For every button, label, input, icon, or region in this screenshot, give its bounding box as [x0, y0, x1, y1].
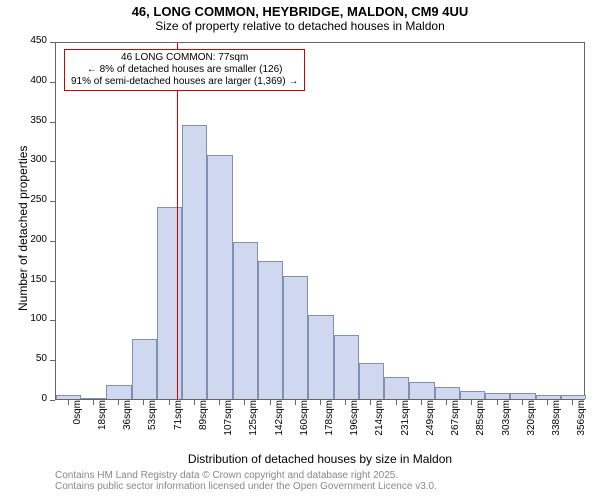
y-axis-label: Number of detached properties [16, 146, 30, 311]
y-tick-label: 100 [0, 313, 47, 324]
y-tick-label: 450 [0, 35, 47, 46]
footer-line-2: Contains public sector information licen… [55, 481, 600, 492]
annotation-line: 46 LONG COMMON: 77sqm [71, 52, 298, 64]
histogram-bar [510, 393, 535, 399]
histogram-bar [359, 363, 384, 399]
x-tick-label: 142sqm [274, 400, 285, 448]
x-tick-label: 338sqm [551, 400, 562, 448]
annotation-line: ← 8% of detached houses are smaller (126… [71, 64, 298, 76]
x-tick-label: 214sqm [374, 400, 385, 448]
histogram-bar [334, 335, 359, 399]
x-tick-label: 89sqm [198, 400, 209, 448]
footer-attribution: Contains HM Land Registry data © Crown c… [55, 470, 600, 492]
histogram-bar [182, 125, 207, 399]
x-tick-label: 0sqm [72, 400, 83, 448]
x-tick-label: 285sqm [475, 400, 486, 448]
y-tick-label: 200 [0, 234, 47, 245]
x-tick-label: 303sqm [501, 400, 512, 448]
x-tick-label: 71sqm [173, 400, 184, 448]
x-tick-label: 320sqm [526, 400, 537, 448]
x-tick-label: 160sqm [299, 400, 310, 448]
x-tick-label: 18sqm [97, 400, 108, 448]
x-axis-label: Distribution of detached houses by size … [55, 452, 585, 466]
chart-title: 46, LONG COMMON, HEYBRIDGE, MALDON, CM9 … [0, 4, 600, 19]
histogram-bar [536, 395, 561, 399]
x-tick-label: 107sqm [223, 400, 234, 448]
x-tick-label: 178sqm [324, 400, 335, 448]
reference-line [177, 43, 178, 399]
footer-line-1: Contains HM Land Registry data © Crown c… [55, 470, 600, 481]
y-tick-label: 250 [0, 194, 47, 205]
y-tick-label: 0 [0, 393, 47, 404]
x-tick-label: 249sqm [425, 400, 436, 448]
histogram-bar [81, 398, 106, 399]
histogram-bar [561, 395, 586, 399]
histogram-bar [56, 395, 81, 399]
y-tick-label: 50 [0, 353, 47, 364]
histogram-bar [435, 387, 460, 399]
histogram-bar [157, 207, 182, 399]
histogram-bar [233, 242, 258, 399]
x-tick-label: 125sqm [248, 400, 259, 448]
plot-area: 46 LONG COMMON: 77sqm← 8% of detached ho… [55, 42, 585, 400]
annotation-line: 91% of semi-detached houses are larger (… [71, 76, 298, 88]
histogram-bar [283, 276, 308, 399]
x-tick-label: 36sqm [122, 400, 133, 448]
histogram-bar [485, 393, 510, 399]
histogram-bar [132, 339, 157, 399]
y-tick-label: 150 [0, 274, 47, 285]
y-tick-label: 350 [0, 115, 47, 126]
x-tick-label: 53sqm [147, 400, 158, 448]
histogram-bar [409, 382, 434, 400]
histogram-bar [106, 385, 131, 399]
histogram-bar [258, 261, 283, 399]
histogram-bar [384, 377, 409, 399]
histogram-bar [308, 315, 333, 399]
y-tick-label: 400 [0, 75, 47, 86]
x-tick-label: 356sqm [576, 400, 587, 448]
x-tick-label: 267sqm [450, 400, 461, 448]
histogram-bar [460, 391, 485, 399]
chart-subtitle: Size of property relative to detached ho… [0, 19, 600, 33]
x-tick-label: 196sqm [349, 400, 360, 448]
y-tick-label: 300 [0, 154, 47, 165]
x-tick-label: 231sqm [400, 400, 411, 448]
annotation-box: 46 LONG COMMON: 77sqm← 8% of detached ho… [64, 49, 305, 91]
histogram-bar [207, 155, 232, 399]
